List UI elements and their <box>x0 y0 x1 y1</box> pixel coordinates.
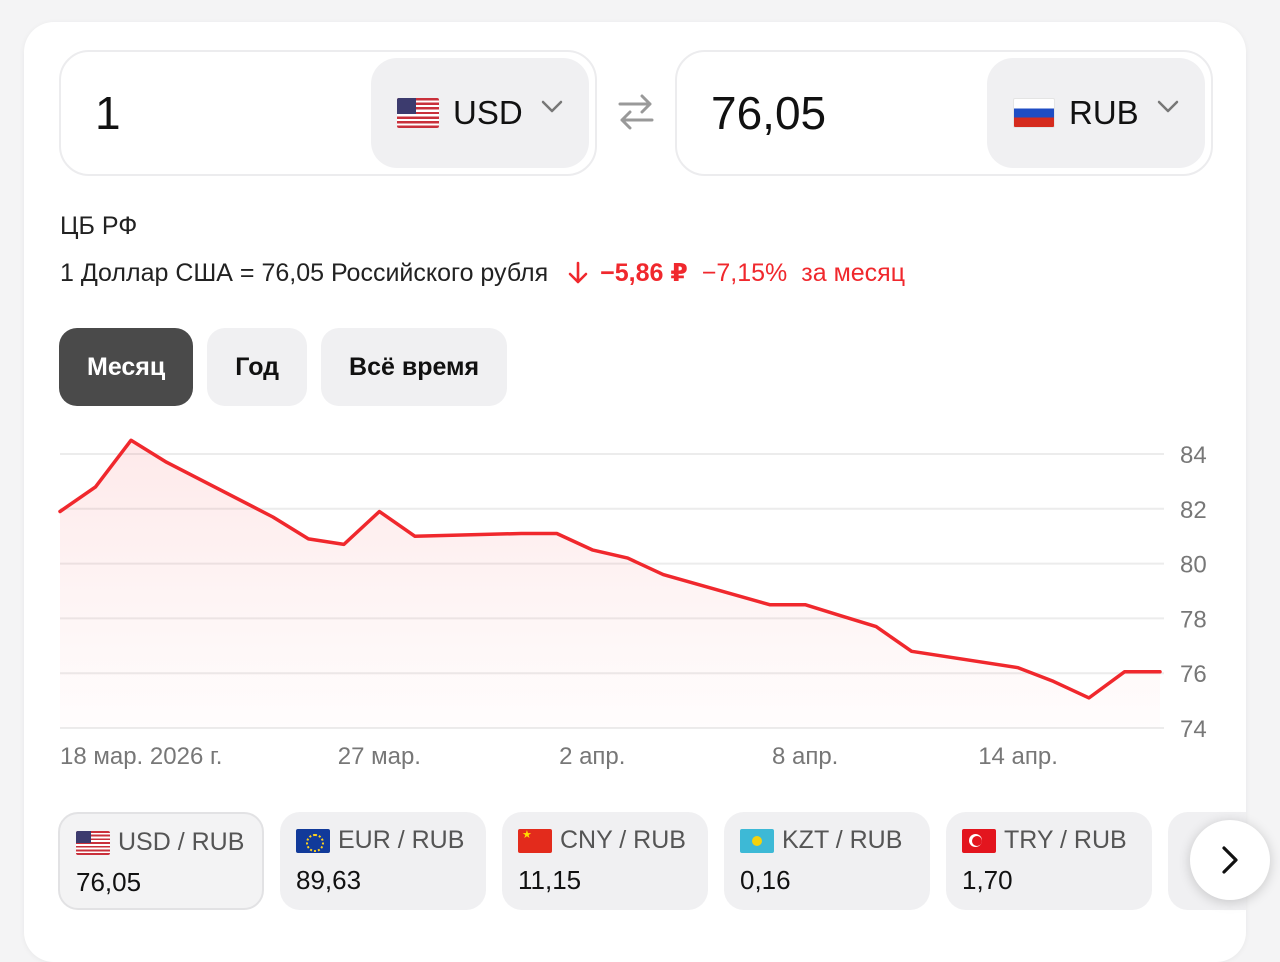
x-tick-label: 14 апр. <box>978 743 1058 770</box>
pair-name: CNY / RUB <box>560 826 686 854</box>
rate-change-percent: −7,15% <box>701 258 788 287</box>
currency-pairs-list: USD / RUB 76,05 EUR / RUB 89,63 CNY / RU… <box>58 812 1246 910</box>
pair-value: 1,70 <box>962 865 1013 895</box>
swap-currencies-icon[interactable] <box>614 92 658 132</box>
cn-flag-icon <box>518 828 552 853</box>
y-tick-label: 76 <box>1180 661 1207 688</box>
data-point[interactable] <box>660 572 666 578</box>
data-point[interactable] <box>554 531 560 537</box>
currency-converter-card: 1 USD 76,05 RUB ЦБ РФ 1 Доллар США = 76,… <box>24 22 1246 962</box>
chevron-down-icon <box>541 100 563 113</box>
kz-flag-icon <box>740 828 774 853</box>
rate-summary: 1 Доллар США = 76,05 Российского рубля −… <box>60 258 905 288</box>
from-amount-input[interactable]: 1 <box>95 87 121 139</box>
rate-source-label: ЦБ РФ <box>60 212 138 240</box>
x-tick-label: 18 мар. 2026 г. <box>60 743 222 770</box>
to-currency-select[interactable]: RUB <box>987 58 1205 168</box>
pair-card-try-rub[interactable]: TRY / RUB 1,70 <box>946 812 1152 910</box>
pair-name: KZT / RUB <box>782 826 903 854</box>
from-converter-box: 1 USD <box>59 50 597 176</box>
rate-chart[interactable]: 84 82 80 78 76 74 18 мар. 2026 г. 27 мар. 2 апр.… <box>24 422 1246 782</box>
chevron-right-icon <box>1222 846 1238 874</box>
rate-change-period: за месяц <box>801 258 906 287</box>
data-point[interactable] <box>93 484 99 490</box>
rate-change-absolute: −5,86 ₽ <box>600 259 688 287</box>
to-currency-code: RUB <box>1069 94 1139 131</box>
ru-flag-icon <box>1013 98 1055 128</box>
pair-value: 0,16 <box>740 865 791 895</box>
data-point[interactable] <box>270 514 276 520</box>
from-currency-code: USD <box>453 94 523 131</box>
data-point[interactable] <box>1015 665 1021 671</box>
data-point[interactable] <box>1051 678 1057 684</box>
y-tick-label: 82 <box>1180 497 1207 524</box>
pair-card-kzt-rub[interactable]: KZT / RUB 0,16 <box>724 812 930 910</box>
pair-card-cny-rub[interactable]: CNY / RUB 11,15 <box>502 812 708 910</box>
x-tick-label: 27 мар. <box>338 743 421 770</box>
pair-card-usd-rub[interactable]: USD / RUB 76,05 <box>58 812 264 910</box>
tab-month[interactable]: Месяц <box>59 328 194 406</box>
data-point[interactable] <box>873 624 879 630</box>
data-point[interactable] <box>341 541 347 547</box>
data-point[interactable] <box>305 536 311 542</box>
us-flag-icon <box>397 98 439 128</box>
data-point[interactable] <box>412 533 418 539</box>
eu-flag-icon <box>296 828 330 853</box>
data-point[interactable] <box>164 459 170 465</box>
data-point[interactable] <box>767 602 773 608</box>
data-point[interactable] <box>57 509 63 515</box>
data-point[interactable] <box>128 437 134 443</box>
data-point[interactable] <box>589 547 595 553</box>
data-point[interactable] <box>376 509 382 515</box>
tab-all-time[interactable]: Всё время <box>321 328 508 406</box>
chevron-down-icon <box>1157 100 1179 113</box>
pair-value: 76,05 <box>76 867 142 897</box>
pair-value: 89,63 <box>296 865 362 895</box>
x-tick-label: 2 апр. <box>559 743 625 770</box>
series-line <box>58 438 1162 700</box>
data-point[interactable] <box>838 613 844 619</box>
data-point[interactable] <box>625 555 631 561</box>
rate-text: 1 Доллар США = 76,05 Российского рубля <box>60 258 549 287</box>
scroll-next-button[interactable] <box>1190 820 1270 900</box>
data-point[interactable] <box>802 602 808 608</box>
pair-card-eur-rub[interactable]: EUR / RUB 89,63 <box>280 812 486 910</box>
from-currency-select[interactable]: USD <box>371 58 589 168</box>
series-area <box>60 440 1160 728</box>
pair-name: TRY / RUB <box>1004 826 1127 854</box>
pair-name: USD / RUB <box>118 828 245 856</box>
data-point[interactable] <box>1086 695 1092 701</box>
arrow-down-icon <box>568 261 588 284</box>
y-tick-label: 84 <box>1180 442 1207 469</box>
x-tick-label: 8 апр. <box>772 743 838 770</box>
pair-value: 11,15 <box>518 865 582 895</box>
tr-flag-icon <box>962 828 996 853</box>
y-tick-label: 80 <box>1180 552 1207 579</box>
data-point[interactable] <box>1122 669 1128 675</box>
data-point[interactable] <box>909 648 915 654</box>
pair-name: EUR / RUB <box>338 826 465 854</box>
to-converter-box: 76,05 RUB <box>675 50 1213 176</box>
data-point[interactable] <box>1157 669 1163 675</box>
rate-change: −5,86 ₽ −7,15% за месяц <box>568 258 905 288</box>
period-tabs: Месяц Год Всё время <box>59 328 508 406</box>
y-tick-label: 74 <box>1180 716 1207 743</box>
us-flag-icon <box>76 830 110 855</box>
data-point[interactable] <box>518 531 524 537</box>
tab-year[interactable]: Год <box>207 328 308 406</box>
y-tick-label: 78 <box>1180 606 1207 633</box>
to-amount-input[interactable]: 76,05 <box>711 87 827 139</box>
